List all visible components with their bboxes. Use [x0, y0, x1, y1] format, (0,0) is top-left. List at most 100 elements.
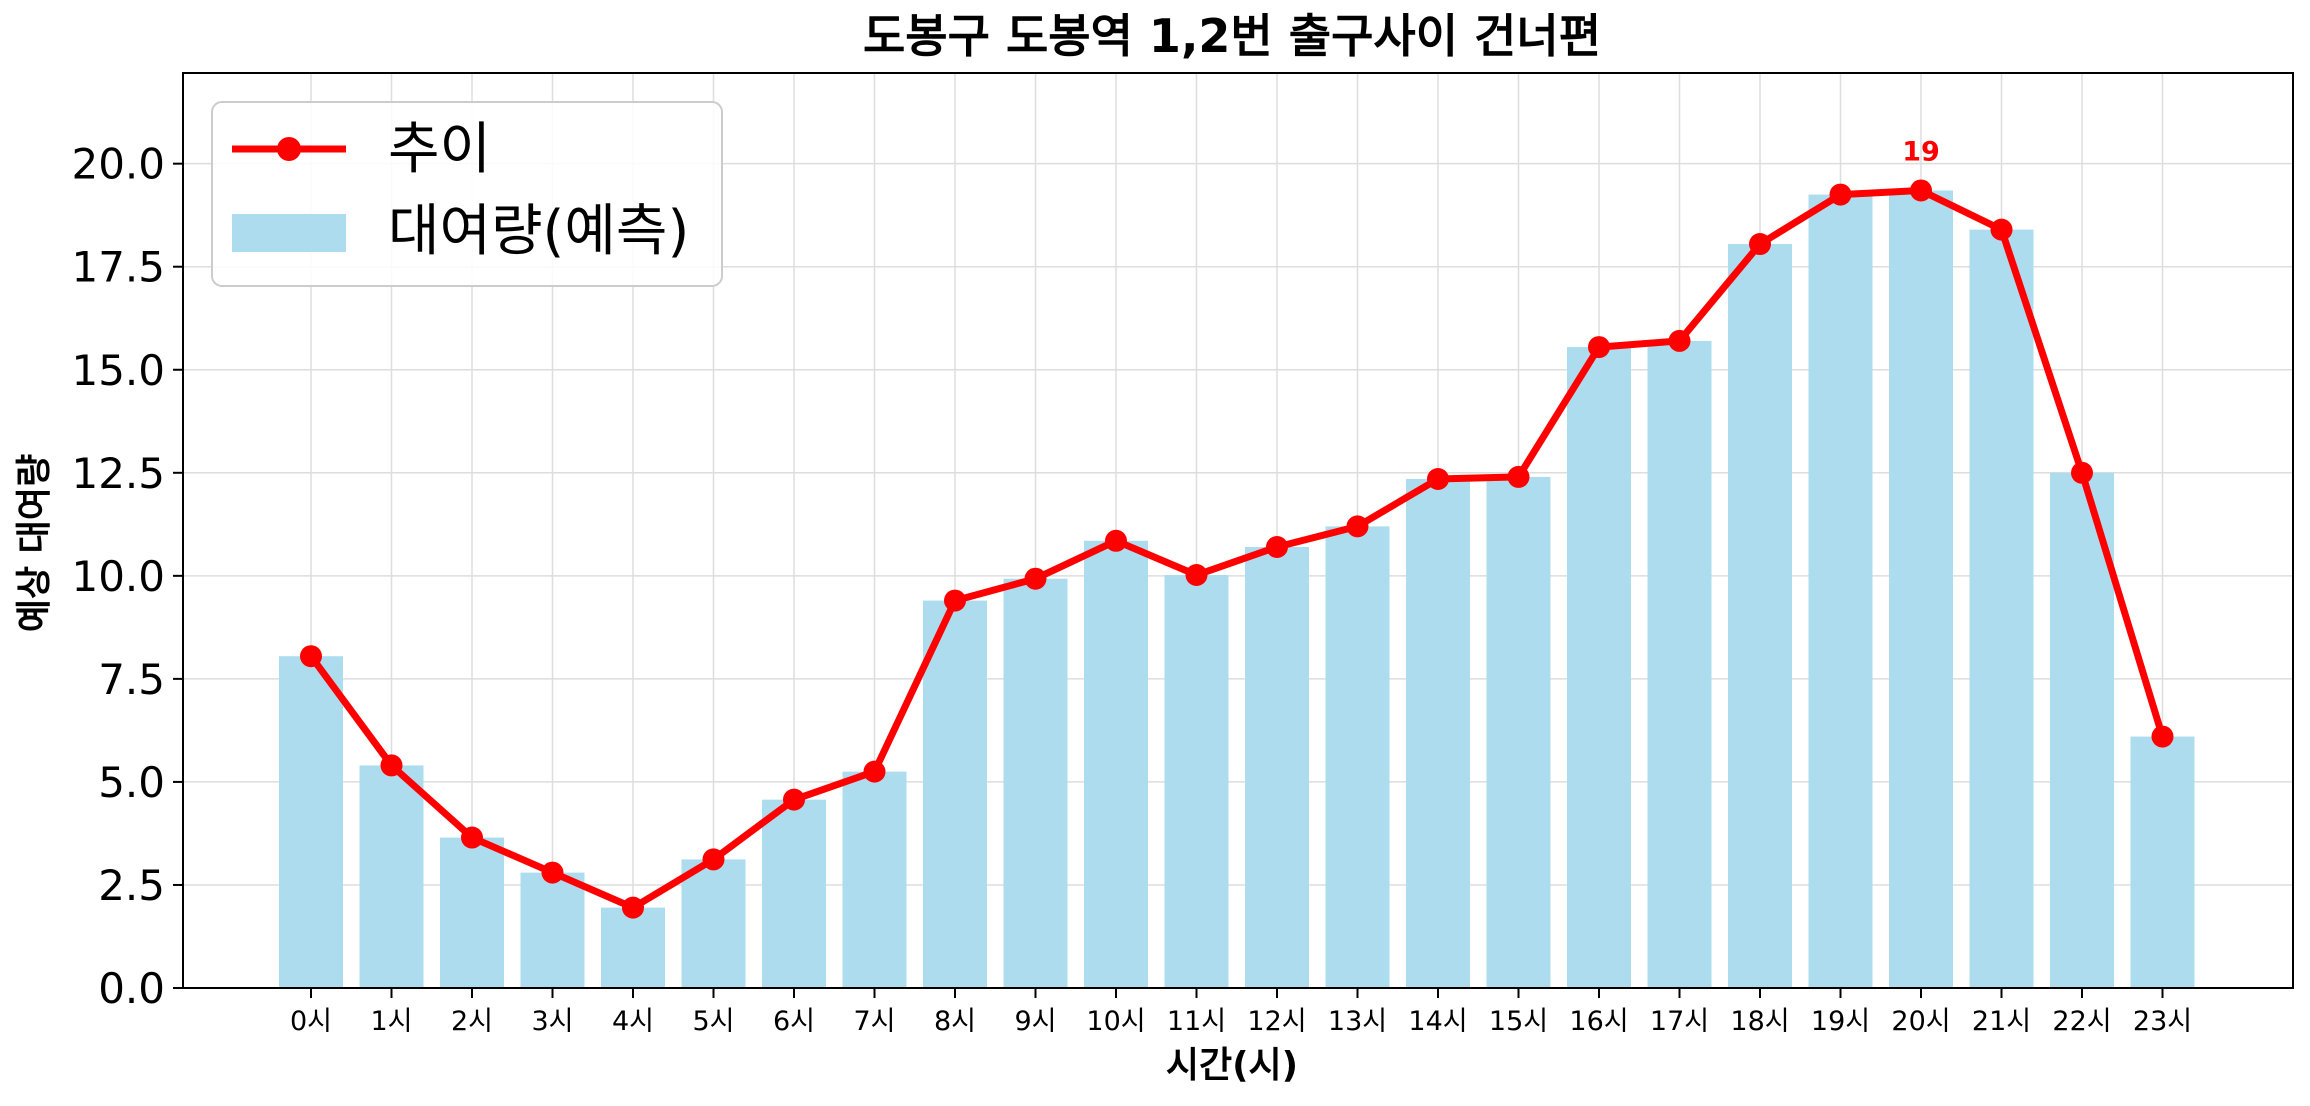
bar [1003, 578, 1068, 988]
bar [2050, 472, 2114, 988]
line-point [863, 760, 886, 783]
chart-title: 도봉구 도봉역 1,2번 출구사이 건너편 [863, 9, 1601, 63]
line-point [944, 589, 966, 612]
y-tick-label: 5.0 [98, 758, 165, 807]
line-point [1507, 465, 1530, 488]
peak-annotation: 19 [1902, 136, 1940, 167]
annotations: 19 [1902, 136, 1940, 167]
line-point [1588, 336, 1610, 359]
bar [842, 771, 907, 988]
line-point [1024, 567, 1047, 590]
line-point [2071, 461, 2093, 484]
x-tick-label: 19시 [1811, 1006, 1870, 1037]
line-point [783, 788, 805, 811]
x-tick-label: 4시 [612, 1006, 654, 1037]
y-tick-label: 10.0 [71, 552, 165, 601]
legend: 추이 대여량(예측) [211, 101, 723, 287]
bar [440, 837, 504, 988]
bar [1728, 244, 1792, 988]
bar [2130, 736, 2195, 988]
x-tick-label: 7시 [853, 1006, 895, 1037]
line-point [702, 848, 725, 871]
x-tick-label: 18시 [1730, 1006, 1789, 1037]
plot-border [182, 72, 2294, 989]
x-tick-label: 17시 [1650, 1006, 1709, 1037]
x-tick-label: 11시 [1167, 1006, 1226, 1037]
bar [923, 600, 987, 988]
x-tick-label: 14시 [1408, 1006, 1467, 1037]
line-point [1910, 179, 1932, 202]
x-tick-label: 12시 [1247, 1006, 1306, 1037]
bar [1084, 540, 1148, 988]
bar [1406, 478, 1470, 988]
y-tick-label: 15.0 [71, 346, 165, 395]
bar [1647, 340, 1712, 988]
trend-line [307, 186, 2166, 912]
x-tick-label: 20시 [1891, 1006, 1950, 1037]
bar [601, 907, 665, 988]
bar [520, 872, 585, 988]
y-axis-label: 예상 대여량 [14, 454, 55, 632]
bar [1889, 190, 1953, 989]
bar [1164, 575, 1229, 988]
y-tick-label: 2.5 [98, 861, 165, 910]
line-point [2151, 725, 2174, 748]
line-point [1105, 529, 1127, 552]
x-tick-label: 6시 [773, 1006, 815, 1037]
line-point [622, 896, 644, 919]
bars [279, 190, 2195, 989]
x-tick-label: 22시 [2052, 1006, 2111, 1037]
x-tick-label: 21시 [1972, 1006, 2031, 1037]
bar [1808, 194, 1873, 989]
y-axis: 0.0 2.5 5.0 7.5 10.0 12.5 15.0 17.5 20.0 [71, 140, 183, 1013]
x-tick-label: 13시 [1328, 1006, 1387, 1037]
bar [359, 765, 424, 988]
trend-line-group [300, 179, 2174, 919]
line-point [1266, 535, 1288, 558]
x-axis: 0시 1시 2시 3시 4시 5시 6시 7시 8시 9시 10시 11시 12시 13시 14시 15시 16… [290, 988, 2192, 1037]
x-tick-label: 16시 [1569, 1006, 1628, 1037]
bar [1486, 476, 1551, 988]
x-tick-label: 5시 [692, 1006, 734, 1037]
line-point [541, 861, 564, 884]
line-point [1668, 329, 1691, 352]
legend-bar-swatch [232, 214, 346, 252]
x-axis-label: 시간(시) [1166, 1045, 1298, 1086]
y-tick-label: 0.0 [98, 964, 165, 1013]
bar [762, 799, 826, 988]
legend-label-trend: 추이 [388, 117, 491, 182]
line-point [300, 645, 322, 668]
bar [1245, 546, 1309, 988]
line-point [1829, 183, 1852, 206]
line-point [1990, 218, 2013, 241]
y-tick-label: 7.5 [98, 655, 165, 704]
legend-marker-swatch [277, 137, 301, 161]
x-tick-label: 10시 [1086, 1006, 1145, 1037]
bar [1567, 347, 1631, 988]
x-tick-label: 9시 [1014, 1006, 1056, 1037]
y-tick-label: 12.5 [71, 449, 165, 498]
bar [279, 656, 343, 988]
y-tick-label: 17.5 [71, 243, 165, 292]
x-tick-label: 1시 [370, 1006, 412, 1037]
line-point [1427, 467, 1449, 490]
line-point [461, 826, 483, 849]
bar [1969, 229, 2034, 988]
bar [1325, 526, 1390, 988]
x-tick-label: 23시 [2133, 1006, 2192, 1037]
x-tick-label: 2시 [451, 1006, 493, 1037]
line-point [1185, 564, 1208, 587]
line-point [380, 754, 403, 777]
x-tick-label: 3시 [531, 1006, 573, 1037]
line-point [1346, 515, 1369, 538]
x-tick-label: 0시 [290, 1006, 332, 1037]
plot-frame [182, 72, 2294, 989]
line-point [1749, 233, 1771, 256]
y-tick-label: 20.0 [71, 140, 165, 189]
x-tick-label: 8시 [934, 1006, 976, 1037]
legend-label-forecast: 대여량(예측) [388, 199, 689, 264]
bar [681, 859, 746, 988]
x-tick-label: 15시 [1489, 1006, 1548, 1037]
